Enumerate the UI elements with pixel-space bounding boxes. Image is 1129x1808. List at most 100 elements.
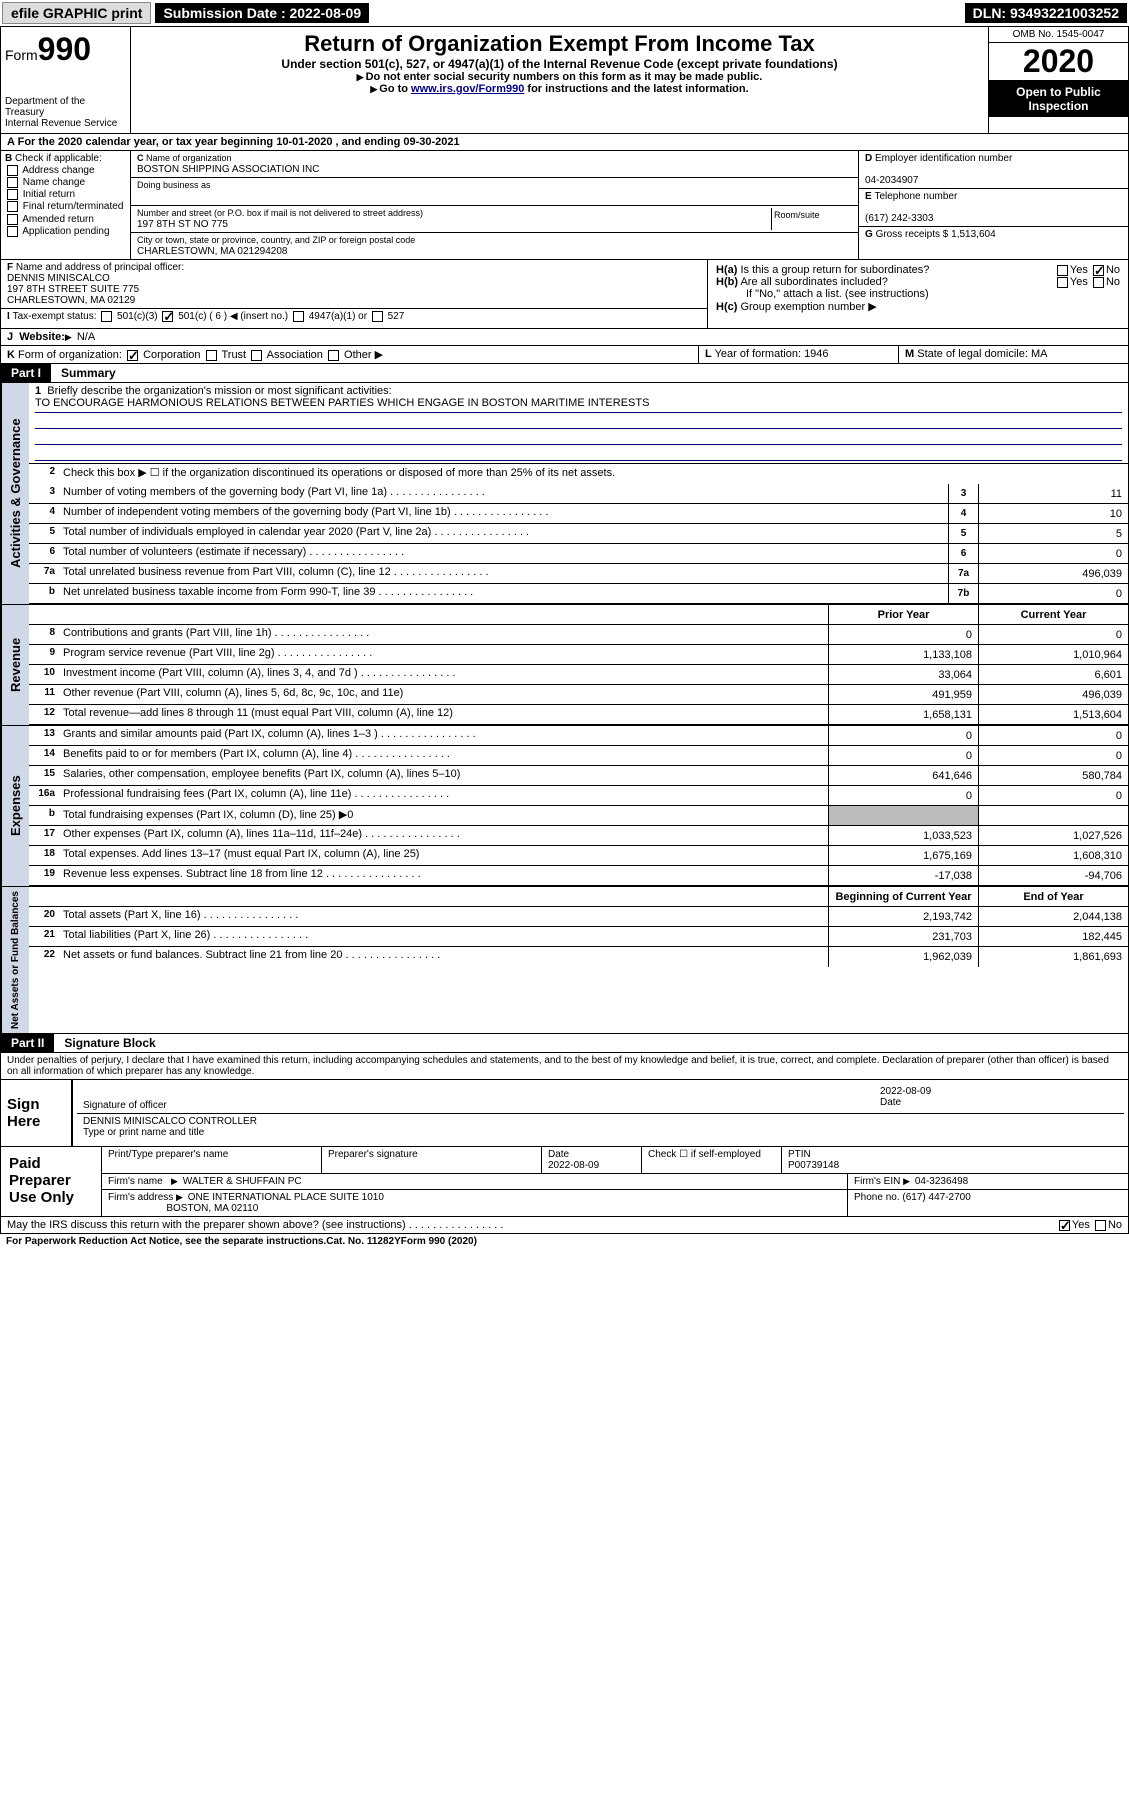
org-street: 197 8TH ST NO 775 xyxy=(137,219,228,230)
chk-trust[interactable] xyxy=(206,350,217,361)
val-8p: 0 xyxy=(828,625,978,644)
col-end: End of Year xyxy=(978,887,1128,906)
val-22c: 1,861,693 xyxy=(978,947,1128,967)
sign-here-label: Sign Here xyxy=(1,1080,71,1146)
form-header: Form990 Department of the Treasury Inter… xyxy=(0,26,1129,134)
hb-no[interactable] xyxy=(1093,277,1104,288)
ha-no[interactable] xyxy=(1093,265,1104,276)
block-bcd: B Check if applicable: Address change Na… xyxy=(0,151,1129,260)
discuss-no[interactable] xyxy=(1095,1220,1106,1231)
discuss-yes[interactable] xyxy=(1059,1220,1070,1231)
room-suite: Room/suite xyxy=(772,208,852,230)
sign-date: 2022-08-09 xyxy=(880,1086,931,1097)
val-6: 0 xyxy=(978,544,1128,563)
val-21c: 182,445 xyxy=(978,927,1128,946)
val-20c: 2,044,138 xyxy=(978,907,1128,926)
cat-no: Cat. No. 11282Y xyxy=(326,1236,400,1247)
firm-addr2: BOSTON, MA 02110 xyxy=(166,1203,258,1214)
val-15c: 580,784 xyxy=(978,766,1128,785)
val-20p: 2,193,742 xyxy=(828,907,978,926)
chk-501c3[interactable] xyxy=(101,311,112,322)
note-goto-post: for instructions and the latest informat… xyxy=(524,83,748,95)
vlabel-governance: Activities & Governance xyxy=(1,383,29,604)
form-number: 990 xyxy=(38,31,91,67)
val-11c: 496,039 xyxy=(978,685,1128,704)
part-ii-header: Part II Signature Block xyxy=(0,1034,1129,1053)
val-19c: -94,706 xyxy=(978,866,1128,885)
ein: 04-2034907 xyxy=(865,175,918,186)
prep-date: 2022-08-09 xyxy=(548,1160,599,1171)
chk-assoc[interactable] xyxy=(251,350,262,361)
officer-name: DENNIS MINISCALCO xyxy=(7,273,701,284)
firm-phone: (617) 447-2700 xyxy=(902,1192,970,1203)
val-12c: 1,513,604 xyxy=(978,705,1128,724)
vlabel-netassets: Net Assets or Fund Balances xyxy=(1,887,29,1033)
val-5: 5 xyxy=(978,524,1128,543)
val-10p: 33,064 xyxy=(828,665,978,684)
row-klm: K Form of organization: Corporation Trus… xyxy=(0,346,1129,364)
officer-addr2: CHARLESTOWN, MA 02129 xyxy=(7,295,701,306)
chk-name[interactable]: Name change xyxy=(5,177,126,188)
website: N/A xyxy=(77,331,95,343)
part-i-header: Part I Summary xyxy=(0,364,1129,383)
year-formation: 1946 xyxy=(804,348,828,360)
officer-addr1: 197 8TH STREET SUITE 775 xyxy=(7,284,701,295)
hb-yes[interactable] xyxy=(1057,277,1068,288)
chk-initial[interactable]: Initial return xyxy=(5,189,126,200)
omb-number: OMB No. 1545-0047 xyxy=(989,27,1128,43)
section-governance: Activities & Governance 1 Briefly descri… xyxy=(0,383,1129,604)
ptin: P00739148 xyxy=(788,1160,839,1171)
val-3: 11 xyxy=(978,484,1128,503)
chk-address[interactable]: Address change xyxy=(5,165,126,176)
paid-label: Paid Preparer Use Only xyxy=(1,1147,101,1216)
firm-name: WALTER & SHUFFAIN PC xyxy=(183,1176,302,1187)
mission-text: TO ENCOURAGE HARMONIOUS RELATIONS BETWEE… xyxy=(35,397,1122,413)
self-employed[interactable]: Check ☐ if self-employed xyxy=(648,1149,761,1160)
page-footer: For Paperwork Reduction Act Notice, see … xyxy=(0,1234,1129,1249)
chk-final[interactable]: Final return/terminated xyxy=(5,201,126,212)
irs-link[interactable]: www.irs.gov/Form990 xyxy=(411,83,524,95)
val-16bg2 xyxy=(978,806,1128,825)
form-label: Form xyxy=(5,47,38,63)
phone: (617) 242-3303 xyxy=(865,213,933,224)
form-title: Return of Organization Exempt From Incom… xyxy=(135,31,984,57)
chk-amended[interactable]: Amended return xyxy=(5,214,126,225)
val-7b: 0 xyxy=(978,584,1128,603)
col-begin: Beginning of Current Year xyxy=(828,887,978,906)
col-prior: Prior Year xyxy=(828,605,978,624)
chk-pending[interactable]: Application pending xyxy=(5,226,126,237)
dln: DLN: 93493221003252 xyxy=(965,3,1127,23)
val-8c: 0 xyxy=(978,625,1128,644)
dept-treasury: Department of the Treasury xyxy=(5,96,126,118)
col-d: D Employer identification number04-20349… xyxy=(858,151,1128,259)
discuss-row: May the IRS discuss this return with the… xyxy=(0,1217,1129,1234)
chk-4947[interactable] xyxy=(293,311,304,322)
top-bar: efile GRAPHIC print Submission Date : 20… xyxy=(0,0,1129,26)
col-c: C Name of organizationBOSTON SHIPPING AS… xyxy=(131,151,858,259)
val-13c: 0 xyxy=(978,726,1128,745)
val-16ap: 0 xyxy=(828,786,978,805)
val-19p: -17,038 xyxy=(828,866,978,885)
pra-notice: For Paperwork Reduction Act Notice, see … xyxy=(6,1236,326,1247)
val-17p: 1,033,523 xyxy=(828,826,978,845)
chk-other[interactable] xyxy=(328,350,339,361)
val-16ac: 0 xyxy=(978,786,1128,805)
form-ref: Form 990 (2020) xyxy=(401,1236,477,1247)
chk-corp[interactable] xyxy=(127,350,138,361)
block-fhi: F Name and address of principal officer:… xyxy=(0,260,1129,329)
hb-note: If "No," attach a list. (see instruction… xyxy=(716,288,1120,300)
val-7a: 496,039 xyxy=(978,564,1128,583)
chk-501c[interactable] xyxy=(162,311,173,322)
col-current: Current Year xyxy=(978,605,1128,624)
ha-yes[interactable] xyxy=(1057,265,1068,276)
efile-button[interactable]: efile GRAPHIC print xyxy=(2,2,151,24)
firm-addr1: ONE INTERNATIONAL PLACE SUITE 1010 xyxy=(188,1192,384,1203)
state-domicile: MA xyxy=(1031,348,1048,360)
val-14p: 0 xyxy=(828,746,978,765)
val-13p: 0 xyxy=(828,726,978,745)
chk-527[interactable] xyxy=(372,311,383,322)
val-12p: 1,658,131 xyxy=(828,705,978,724)
val-11p: 491,959 xyxy=(828,685,978,704)
submission-date: Submission Date : 2022-08-09 xyxy=(155,3,369,23)
val-14c: 0 xyxy=(978,746,1128,765)
